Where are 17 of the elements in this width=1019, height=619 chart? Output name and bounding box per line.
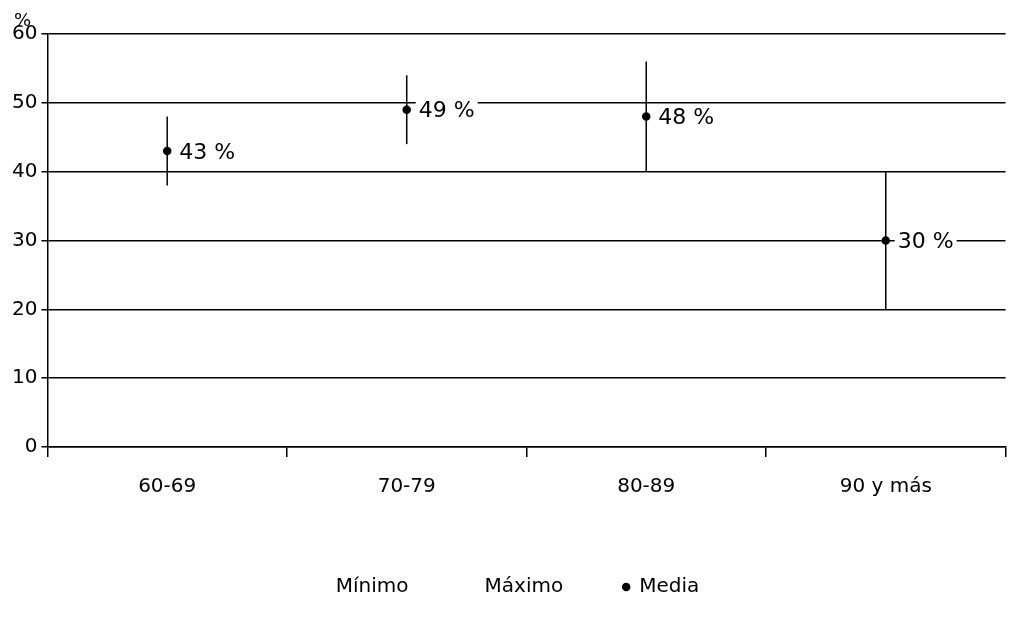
legend-label: Media — [639, 573, 700, 598]
y-tick-label: 10 — [12, 364, 38, 389]
data-label: 48 % — [658, 104, 715, 130]
x-tick-label: 90 y más — [839, 473, 932, 498]
y-tick-label: 20 — [12, 295, 38, 320]
data-label: 49 % — [418, 97, 475, 123]
data-label: 30 % — [897, 228, 954, 254]
y-tick-label: 50 — [12, 89, 38, 114]
x-tick-label: 80-89 — [617, 473, 676, 498]
legend-label: Mínimo — [335, 573, 409, 598]
y-tick-label: 0 — [24, 433, 38, 458]
x-tick-label: 70-79 — [377, 473, 436, 498]
y-tick-label: 30 — [12, 226, 38, 251]
y-tick-label: 40 — [12, 157, 38, 182]
data-label: 43 % — [179, 138, 236, 164]
legend-label: Máximo — [484, 573, 564, 598]
x-tick-label: 60-69 — [138, 473, 197, 498]
